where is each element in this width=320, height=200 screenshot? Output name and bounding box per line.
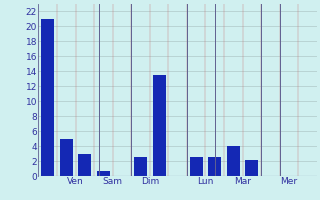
Bar	[97, 171, 110, 176]
Bar	[78, 154, 91, 176]
Bar	[190, 157, 203, 176]
Bar	[227, 146, 240, 176]
Bar	[60, 139, 73, 176]
Bar	[134, 157, 147, 176]
Bar	[245, 160, 258, 176]
Bar	[41, 19, 54, 176]
Bar	[208, 157, 221, 176]
Bar	[153, 75, 165, 176]
